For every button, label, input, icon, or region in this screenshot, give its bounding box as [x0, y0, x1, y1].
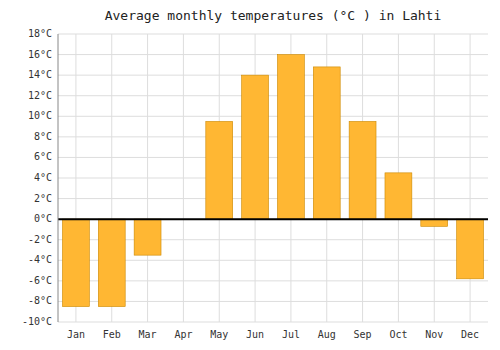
y-tick-label: 2°C — [34, 193, 52, 204]
y-tick-label: -2°C — [28, 234, 52, 245]
bar — [277, 55, 304, 220]
x-tick-label: Jun — [246, 329, 264, 340]
chart: -10°C -8°C -6°C -4°C -2°C 0°C 2°C 4°C 6°C 8°C 10°C… — [0, 0, 500, 350]
y-tick-label: -6°C — [28, 275, 52, 286]
x-tick-label: Mar — [139, 329, 157, 340]
bar — [242, 75, 269, 219]
x-tick-label: Feb — [103, 329, 121, 340]
y-grid-line — [58, 75, 488, 76]
y-tick-label: 12°C — [28, 90, 52, 101]
y-tick-label: -8°C — [28, 295, 52, 306]
bar — [313, 67, 340, 219]
y-grid-line — [58, 34, 488, 35]
y-grid-line — [58, 95, 488, 96]
bar — [62, 219, 89, 306]
x-grid-line — [147, 34, 148, 322]
y-grid-line — [58, 136, 488, 137]
y-grid-line — [58, 157, 488, 158]
x-tick-label: May — [210, 329, 228, 340]
y-grid-line — [58, 219, 488, 220]
bar — [134, 219, 161, 255]
y-axis-line — [58, 34, 59, 322]
x-tick-label: Jul — [282, 329, 300, 340]
bar — [349, 121, 376, 219]
grid — [58, 34, 488, 322]
y-grid-line — [58, 116, 488, 117]
y-tick-label: -4°C — [28, 254, 52, 265]
y-tick-label: 6°C — [34, 151, 52, 162]
bar — [385, 173, 412, 219]
x-tick-label: Jan — [67, 329, 85, 340]
y-tick-label: 8°C — [34, 131, 52, 142]
y-tick-label: 4°C — [34, 172, 52, 183]
y-grid-line — [58, 178, 488, 179]
x-tick-label: Sep — [354, 329, 372, 340]
y-tick-label: 14°C — [28, 69, 52, 80]
x-grid-line — [434, 34, 435, 322]
x-tick-label: Aug — [318, 329, 336, 340]
y-tick-label: 18°C — [28, 28, 52, 39]
x-tick-label: Dec — [461, 329, 479, 340]
title: Average monthly temperatures (°C ) in La… — [105, 8, 442, 23]
zero-line — [58, 218, 488, 220]
x-tick-label: Oct — [389, 329, 407, 340]
y-tick-label: -10°C — [22, 316, 52, 327]
y-tick-label: 0°C — [34, 213, 52, 224]
x-grid-line — [183, 34, 184, 322]
y-grid-line — [58, 54, 488, 55]
bars — [62, 55, 483, 307]
x-tick-label: Apr — [174, 329, 192, 340]
bar — [457, 219, 484, 279]
bar — [206, 121, 233, 219]
y-grid-line — [58, 322, 488, 323]
y-tick-label: 16°C — [28, 49, 52, 60]
bar — [98, 219, 125, 306]
y-grid-line — [58, 198, 488, 199]
bar — [421, 219, 448, 226]
y-tick-label: 10°C — [28, 110, 52, 121]
x-tick-label: Nov — [425, 329, 443, 340]
